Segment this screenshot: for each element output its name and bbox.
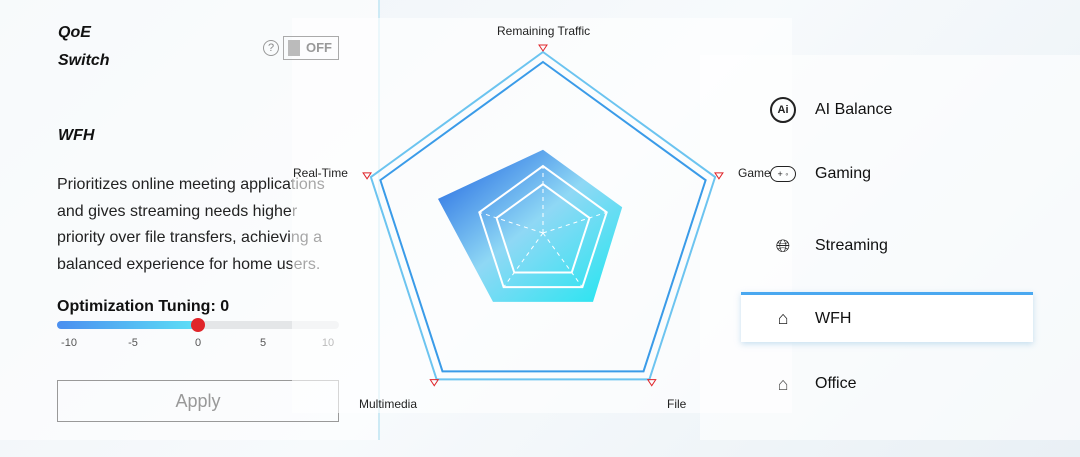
mode-ai-balance[interactable]: Ai AI Balance	[770, 97, 892, 123]
qoe-title: QoE	[58, 24, 91, 41]
tick-label: -5	[128, 337, 138, 349]
mode-label: Gaming	[815, 165, 872, 182]
mode-streaming[interactable]: 🌐︎ Streaming	[770, 233, 888, 259]
tuning-slider[interactable]	[57, 318, 339, 332]
axis-label: File	[667, 397, 687, 411]
tuning-label: Optimization Tuning: 0	[57, 298, 230, 315]
mode-description: Prioritizes online meeting applications …	[57, 176, 325, 273]
mode-office[interactable]: ⌂ Office	[770, 371, 857, 397]
globe-icon: 🌐︎	[775, 235, 791, 256]
mode-gaming[interactable]: + ◦ Gaming	[770, 165, 871, 183]
qoe-toggle[interactable]: OFF	[283, 36, 339, 60]
axis-label: Real-Time	[293, 166, 348, 180]
mode-wfh[interactable]: ⌂ WFH	[741, 292, 1033, 342]
mode-label: AI Balance	[815, 101, 893, 118]
home-office-icon: ⌂	[777, 373, 789, 394]
axis-label: Remaining Traffic	[497, 24, 591, 38]
tick-label: 5	[259, 337, 267, 349]
gamepad-icon: + ◦	[770, 166, 796, 182]
axis-label: Game	[738, 166, 771, 180]
mode-label: Streaming	[815, 237, 888, 254]
tick-label: -10	[61, 337, 77, 349]
qoe-title-2: Switch	[58, 52, 110, 69]
axis-label: Multimedia	[359, 397, 418, 411]
slider-thumb[interactable]	[191, 318, 205, 332]
mode-label: WFH	[815, 309, 852, 327]
tick-label: 0	[194, 337, 202, 349]
slider-fill	[57, 321, 198, 329]
mode-list-panel	[700, 55, 1080, 440]
help-icon[interactable]: ?	[263, 40, 279, 56]
ai-icon: Ai	[770, 97, 796, 123]
mode-title: WFH	[58, 127, 95, 144]
home-study-icon: ⌂	[777, 308, 789, 328]
mode-label: Office	[815, 375, 857, 392]
